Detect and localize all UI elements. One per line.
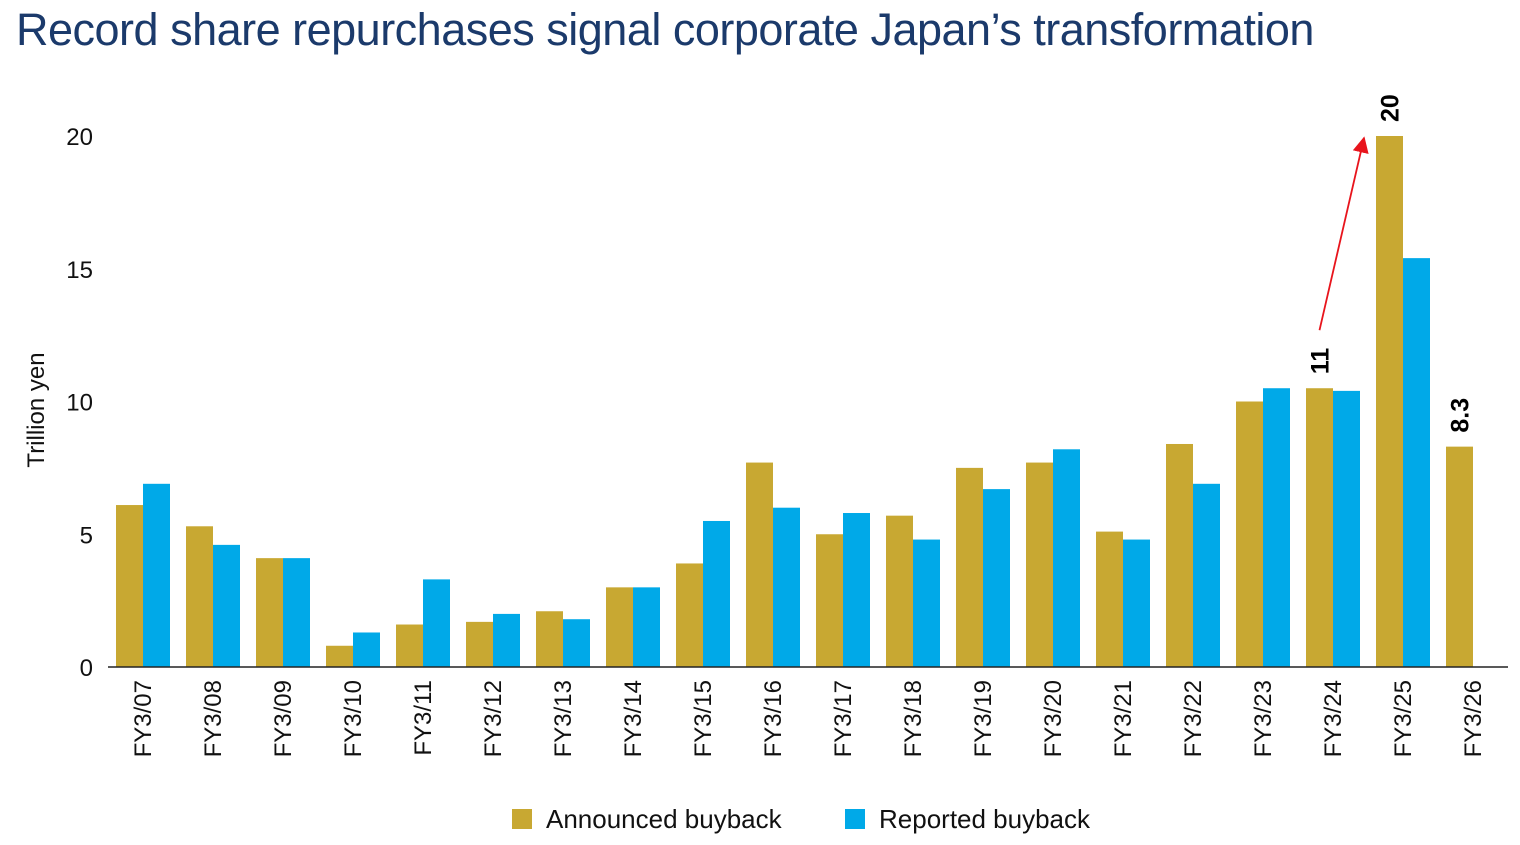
x-tick-label: FY3/24	[1320, 680, 1347, 757]
annotation-arrow	[1318, 136, 1369, 331]
bar-reported-buyback	[143, 483, 170, 667]
x-tick-label: FY3/23	[1250, 680, 1277, 757]
x-tick-label: FY3/07	[130, 680, 157, 757]
bar-announced-buyback	[1446, 446, 1473, 667]
bar-reported-buyback	[983, 489, 1010, 667]
x-tick-label: FY3/22	[1180, 680, 1207, 757]
x-tick-label: FY3/13	[550, 680, 577, 757]
x-tick-label: FY3/21	[1110, 680, 1137, 757]
bar-reported-buyback	[913, 539, 940, 667]
bar-announced-buyback	[816, 534, 843, 667]
bar-announced-buyback	[186, 526, 213, 667]
legend-swatch	[512, 809, 532, 829]
x-tick-label: FY3/17	[830, 680, 857, 757]
legend: Announced buyback Reported buyback	[512, 804, 1091, 834]
data-label: 11	[1307, 348, 1335, 375]
bar-announced-buyback	[1376, 136, 1403, 667]
data-label: 8.3	[1447, 398, 1475, 433]
bar-announced-buyback	[1096, 531, 1123, 667]
bar-announced-buyback	[1166, 443, 1193, 667]
x-tick-label: FY3/26	[1460, 680, 1487, 757]
y-tick-label: 10	[66, 390, 93, 417]
x-tick-label: FY3/10	[340, 680, 367, 757]
bar-announced-buyback	[1306, 388, 1333, 667]
bar-reported-buyback	[423, 579, 450, 667]
x-tick-label: FY3/15	[690, 680, 717, 757]
y-tick-label: 20	[66, 124, 93, 151]
x-axis-ticks: FY3/07 FY3/08 FY3/09 FY3/10 FY3/11 FY3/12 FY3/…	[130, 680, 1487, 757]
legend-label: Reported buyback	[879, 804, 1091, 834]
bar-announced-buyback	[956, 467, 983, 667]
bar-reported-buyback	[353, 632, 380, 667]
x-tick-label: FY3/14	[620, 680, 647, 757]
y-tick-label: 5	[80, 522, 93, 549]
bar-reported-buyback	[1403, 258, 1430, 667]
bar-reported-buyback	[773, 507, 800, 667]
y-tick-label: 0	[80, 655, 93, 682]
bar-announced-buyback	[886, 515, 913, 667]
bar-announced-buyback	[1026, 462, 1053, 667]
data-labels: 11 20 8.3	[1307, 94, 1475, 432]
bar-reported-buyback	[1123, 539, 1150, 667]
bar-reported-buyback	[493, 613, 520, 667]
bar-announced-buyback	[606, 587, 633, 667]
x-tick-label: FY3/09	[270, 680, 297, 757]
x-tick-label: FY3/11	[410, 680, 437, 756]
bar-reported-buyback	[633, 587, 660, 667]
bar-reported-buyback	[563, 619, 590, 667]
bar-reported-buyback	[213, 544, 240, 667]
data-label: 20	[1377, 94, 1405, 122]
bar-reported-buyback	[843, 513, 870, 667]
bar-announced-buyback	[676, 563, 703, 667]
bar-reported-buyback	[283, 558, 310, 667]
legend-label: Announced buyback	[546, 804, 783, 834]
x-tick-label: FY3/18	[900, 680, 927, 757]
chart-title: Record share repurchases signal corporat…	[16, 4, 1314, 55]
bar-announced-buyback	[746, 462, 773, 667]
bar-reported-buyback	[1333, 390, 1360, 667]
bar-reported-buyback	[1193, 483, 1220, 667]
bar-announced-buyback	[256, 558, 283, 667]
bar-announced-buyback	[536, 611, 563, 667]
bar-announced-buyback	[1236, 401, 1263, 667]
x-tick-label: FY3/16	[760, 680, 787, 757]
y-axis-ticks: 0 5 10 15 20	[66, 124, 93, 682]
y-axis-label: Trillion yen	[23, 352, 50, 467]
x-tick-label: FY3/19	[970, 680, 997, 757]
bar-reported-buyback	[1263, 388, 1290, 667]
x-tick-label: FY3/12	[480, 680, 507, 757]
annotations	[1318, 136, 1369, 331]
bar-announced-buyback	[466, 621, 493, 667]
x-tick-label: FY3/08	[200, 680, 227, 757]
bar-reported-buyback	[1053, 449, 1080, 667]
bar-announced-buyback	[396, 624, 423, 667]
bars-group	[116, 136, 1473, 667]
bar-announced-buyback	[326, 645, 353, 667]
bar-reported-buyback	[703, 520, 730, 667]
x-tick-label: FY3/20	[1040, 680, 1067, 757]
y-tick-label: 15	[66, 257, 93, 284]
bar-announced-buyback	[116, 505, 143, 667]
legend-swatch	[845, 809, 865, 829]
x-tick-label: FY3/25	[1390, 680, 1417, 757]
